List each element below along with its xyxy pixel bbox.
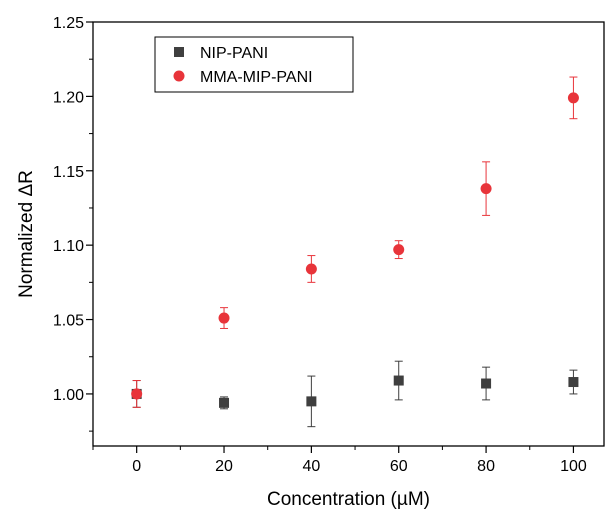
legend: NIP-PANI MMA-MIP-PANI	[154, 36, 354, 93]
x-tick-label: 100	[560, 458, 587, 475]
x-tick-label: 80	[477, 458, 495, 475]
legend-marker-nip-pani	[174, 47, 184, 57]
x-tick-label: 60	[390, 458, 408, 475]
nip-pani-point	[306, 396, 317, 407]
nip-pani-point	[219, 397, 230, 408]
mma-mip-pani-point	[131, 388, 143, 400]
data-points	[131, 92, 579, 408]
legend-label-mma-mip-pani: MMA-MIP-PANI	[200, 69, 313, 86]
x-tick-label: 0	[132, 458, 141, 475]
x-tick-label: 20	[215, 458, 233, 475]
error-bars	[132, 76, 578, 428]
mma-mip-pani-point	[567, 92, 579, 104]
x-tick-label: 40	[302, 458, 320, 475]
nip-pani-point	[393, 375, 404, 386]
nip-pani-point	[568, 377, 579, 388]
x-axis-label: Concentration (µM)	[267, 489, 430, 510]
legend-box	[154, 36, 354, 93]
mma-mip-pani-point	[393, 244, 405, 256]
plot-area	[92, 21, 605, 447]
tick-labels: 0 20 40 60 80 100 1.00 1.05 1.10 1.15 1.20 1.25	[53, 15, 587, 475]
legend-label-nip-pani: NIP-PANI	[200, 45, 268, 62]
y-axis-label: Normalized ΔR	[16, 170, 37, 298]
nip-pani-point	[481, 378, 492, 389]
legend-marker-mma-mip-pani	[173, 70, 185, 82]
y-tick-label: 1.05	[53, 313, 84, 330]
axis-ticks	[86, 21, 575, 453]
mma-mip-pani-point	[480, 183, 492, 195]
y-tick-label: 1.20	[53, 89, 84, 106]
y-tick-label: 1.25	[53, 15, 84, 32]
y-tick-label: 1.15	[53, 164, 84, 181]
y-tick-label: 1.10	[53, 238, 84, 255]
y-tick-label: 1.00	[53, 387, 84, 404]
mma-mip-pani-point	[218, 312, 230, 324]
mma-mip-pani-point	[305, 263, 317, 275]
